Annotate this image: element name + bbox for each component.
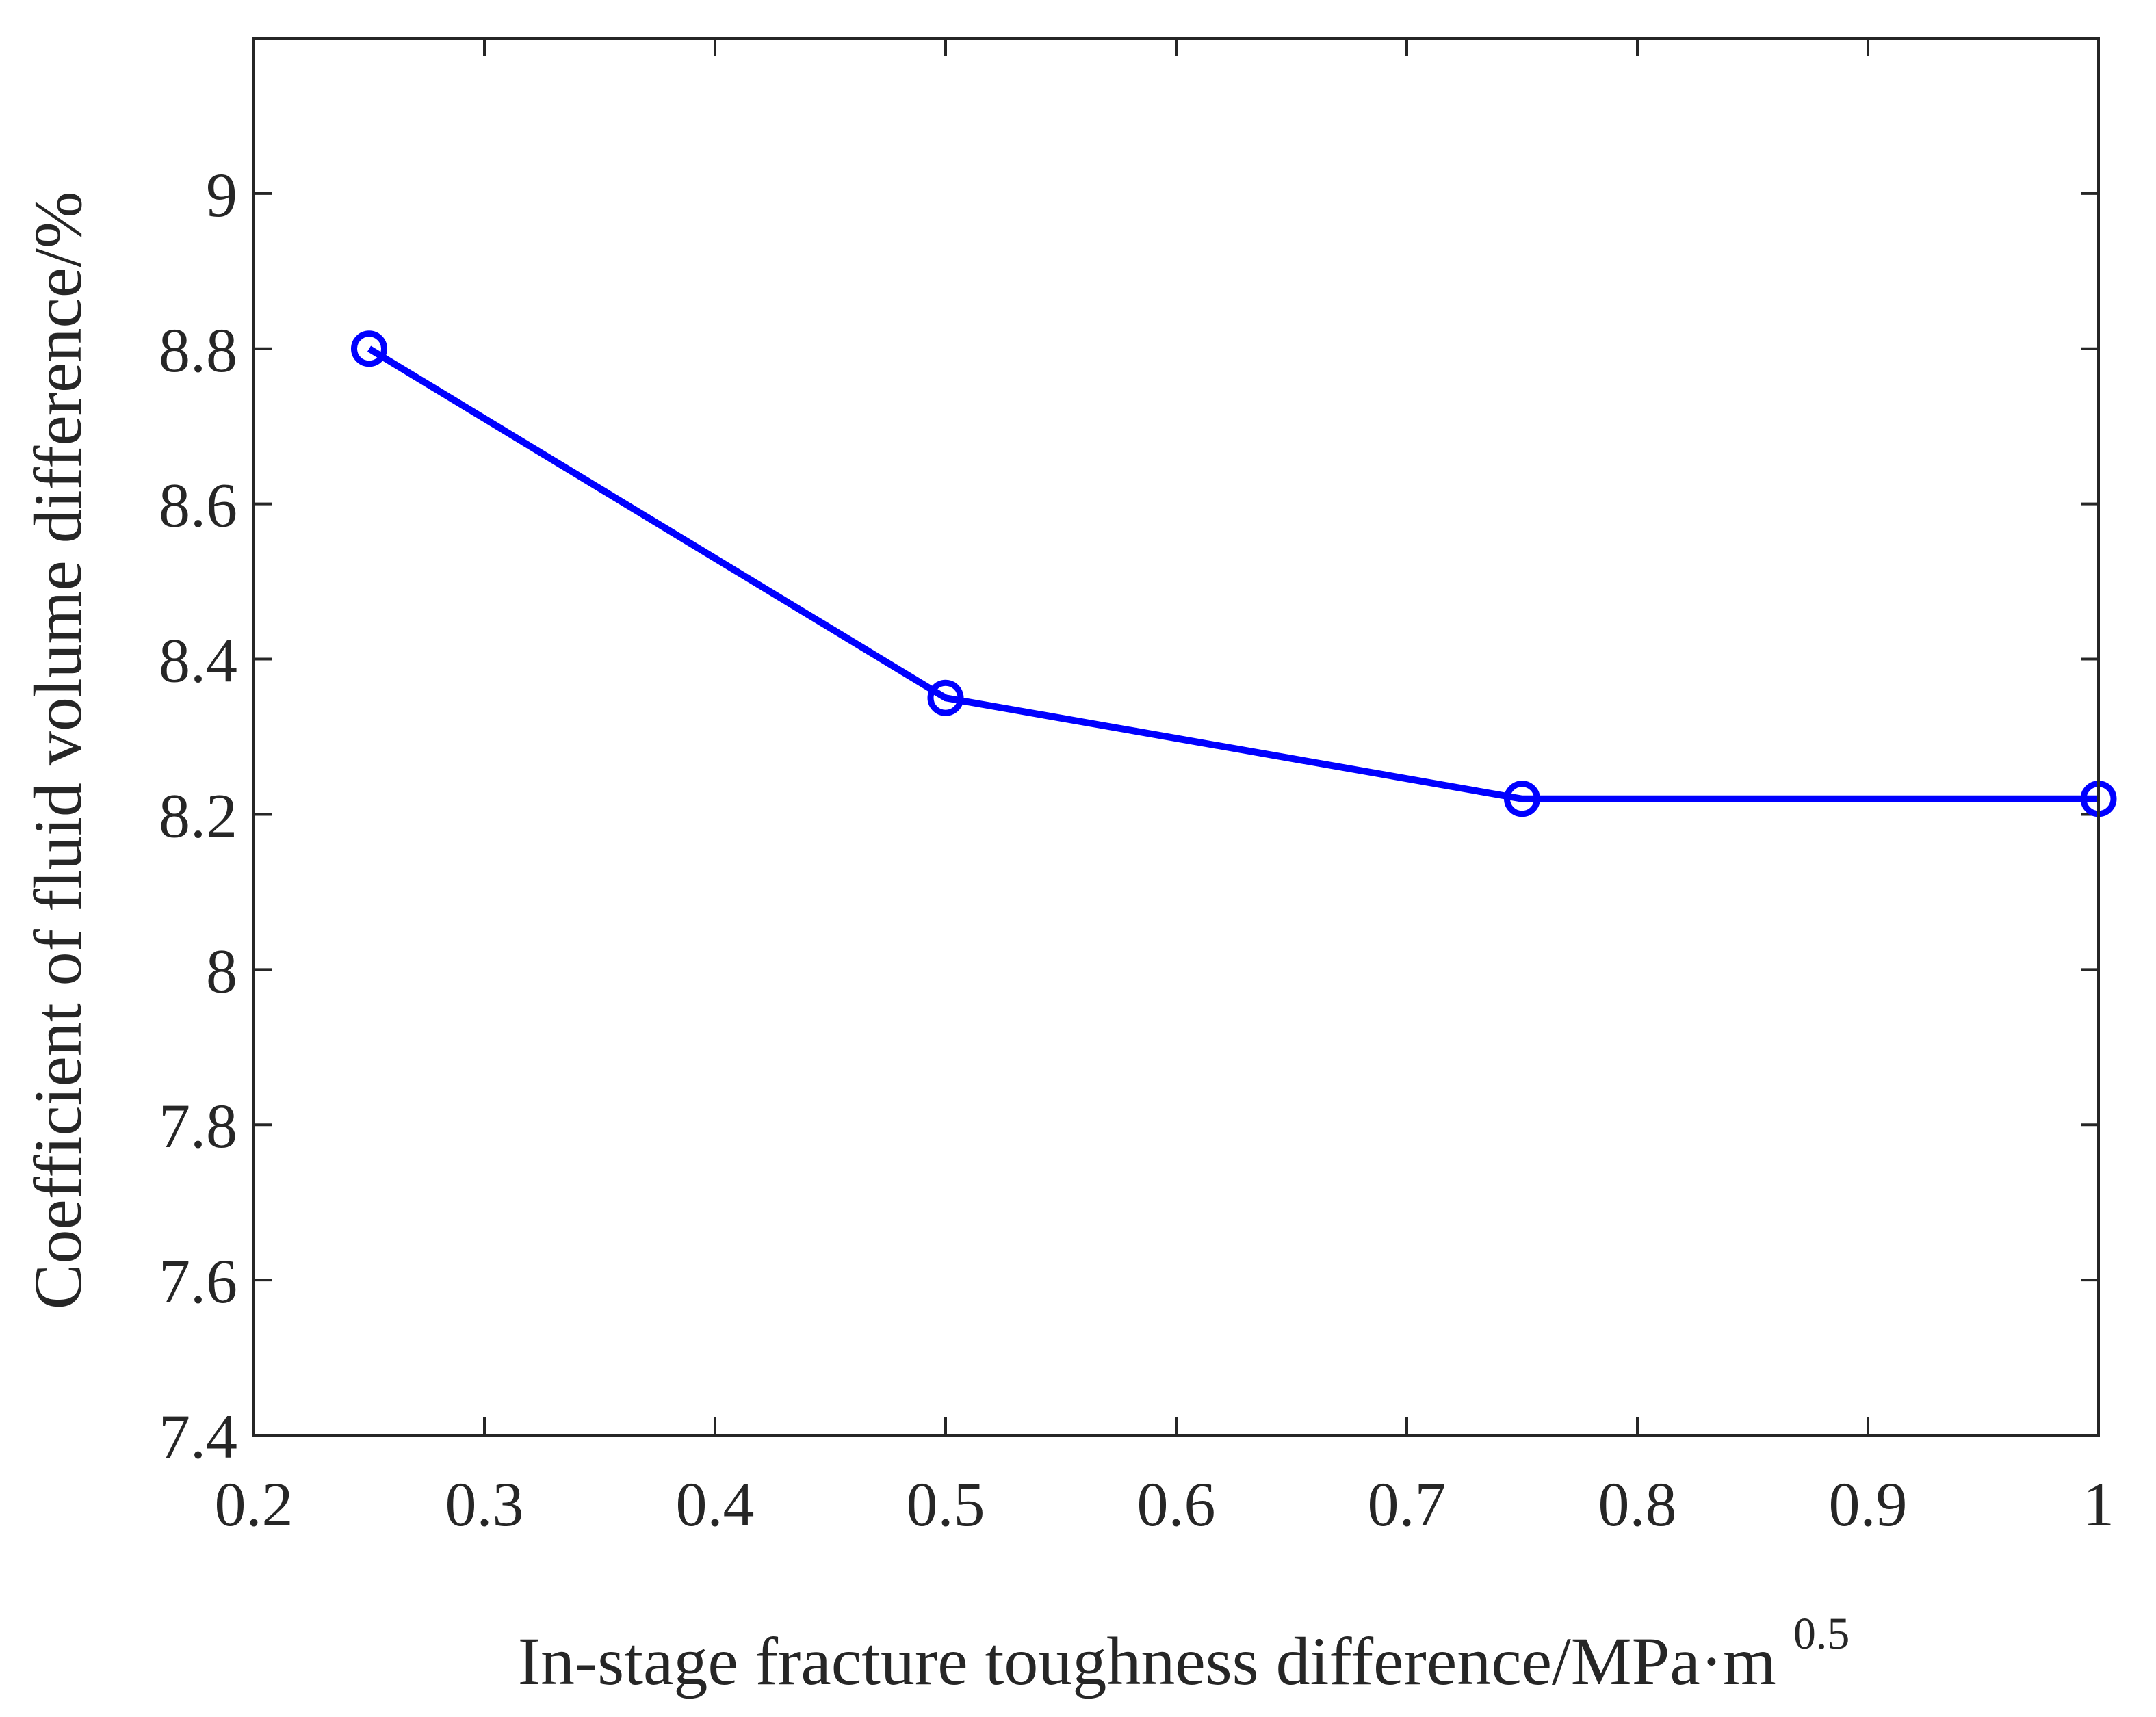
x-tick-label: 0.5 <box>907 1469 985 1539</box>
labels-layer: 0.2 0.3 0.4 0.5 0.6 0.7 0.8 0.9 1 7.4 7.6 7.8 8 8.2 8.… <box>159 160 2114 1539</box>
data-point-marker <box>1504 781 1540 817</box>
data-point-marker <box>351 330 387 367</box>
y-tick-label: 8.8 <box>159 315 237 385</box>
x-tick-label: 0.7 <box>1368 1469 1446 1539</box>
x-axis-title: In-stage fracture toughness difference/M… <box>518 1609 1850 1699</box>
y-tick-label: 7.6 <box>159 1246 237 1316</box>
x-tick-label: 0.3 <box>445 1469 524 1539</box>
x-axis-title-superscript: 0.5 <box>1793 1609 1850 1659</box>
x-tick-label: 1 <box>2083 1469 2114 1539</box>
y-tick-label: 8.4 <box>159 626 237 696</box>
y-tick-label: 7.4 <box>159 1402 237 1471</box>
y-tick-label: 8.2 <box>159 781 237 850</box>
data-point-marker <box>927 679 964 716</box>
y-tick-label: 9 <box>206 160 237 230</box>
series-layer <box>351 330 2117 817</box>
x-tick-label: 0.4 <box>676 1469 755 1539</box>
x-tick-label: 0.2 <box>215 1469 294 1539</box>
y-tick-label: 8 <box>206 936 237 1006</box>
x-tick-label: 0.6 <box>1137 1469 1216 1539</box>
y-axis-title: Coefficient of fluid volume difference/% <box>20 192 96 1310</box>
x-tick-label: 0.9 <box>1829 1469 1908 1539</box>
x-tick-label: 0.8 <box>1598 1469 1677 1539</box>
y-tick-label: 7.8 <box>159 1091 237 1161</box>
plot-frame <box>252 37 2100 1437</box>
y-tick-label: 8.6 <box>159 471 237 540</box>
x-axis-title-main: In-stage fracture toughness difference/M… <box>518 1623 1776 1699</box>
series-line <box>367 345 2099 802</box>
